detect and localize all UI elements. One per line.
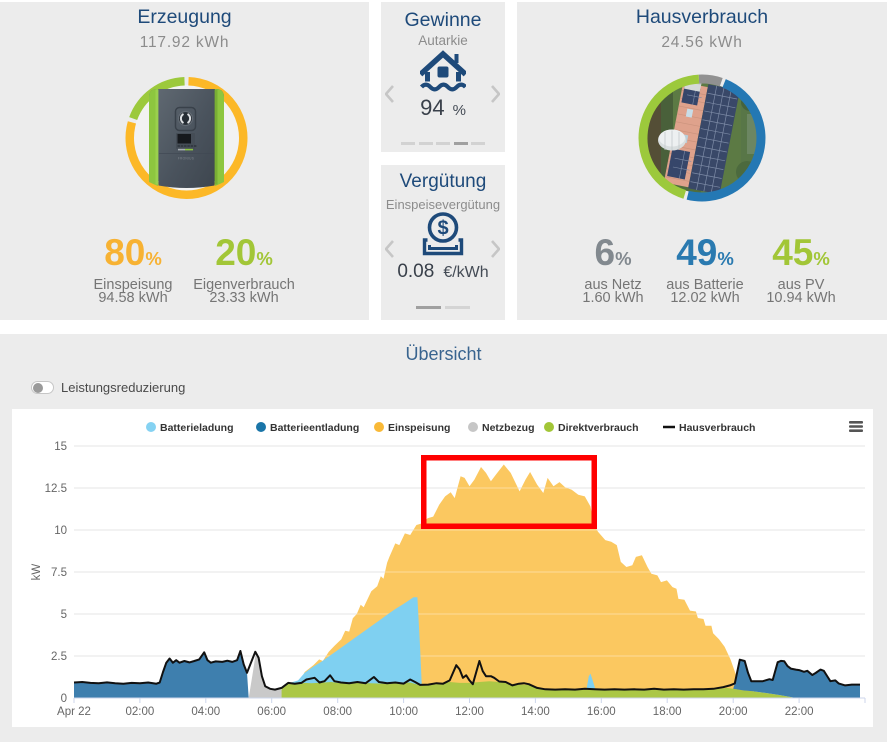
svg-text:10:00: 10:00 xyxy=(389,706,418,718)
svg-text:Apr 22: Apr 22 xyxy=(57,706,91,718)
svg-text:5: 5 xyxy=(61,609,67,621)
svg-text:10: 10 xyxy=(54,525,67,537)
svg-text:Netzbezug: Netzbezug xyxy=(482,422,535,434)
svg-text:20:00: 20:00 xyxy=(719,706,748,718)
svg-text:$: $ xyxy=(437,218,448,240)
svg-text:08:00: 08:00 xyxy=(323,706,352,718)
svg-text:12:00: 12:00 xyxy=(455,706,484,718)
svg-text:0: 0 xyxy=(61,693,67,705)
svg-text:18:00: 18:00 xyxy=(653,706,682,718)
svg-text:04:00: 04:00 xyxy=(191,706,220,718)
svg-text:Einspeisung: Einspeisung xyxy=(388,422,450,434)
svg-text:kW: kW xyxy=(31,564,43,581)
svg-text:06:00: 06:00 xyxy=(257,706,286,718)
svg-text:14:00: 14:00 xyxy=(521,706,550,718)
svg-text:22:00: 22:00 xyxy=(785,706,814,718)
svg-text:15: 15 xyxy=(54,441,67,453)
svg-text:FRONIUS: FRONIUS xyxy=(178,157,194,161)
svg-text:16:00: 16:00 xyxy=(587,706,616,718)
svg-text:2.5: 2.5 xyxy=(51,651,67,663)
svg-text:Batterieladung: Batterieladung xyxy=(160,422,234,434)
svg-text:7.5: 7.5 xyxy=(51,567,67,579)
svg-text:02:00: 02:00 xyxy=(126,706,155,718)
svg-text:Batterieentladung: Batterieentladung xyxy=(270,422,359,434)
svg-text:Hausverbrauch: Hausverbrauch xyxy=(679,422,755,434)
svg-text:Direktverbrauch: Direktverbrauch xyxy=(558,422,639,434)
svg-text:12.5: 12.5 xyxy=(45,483,67,495)
